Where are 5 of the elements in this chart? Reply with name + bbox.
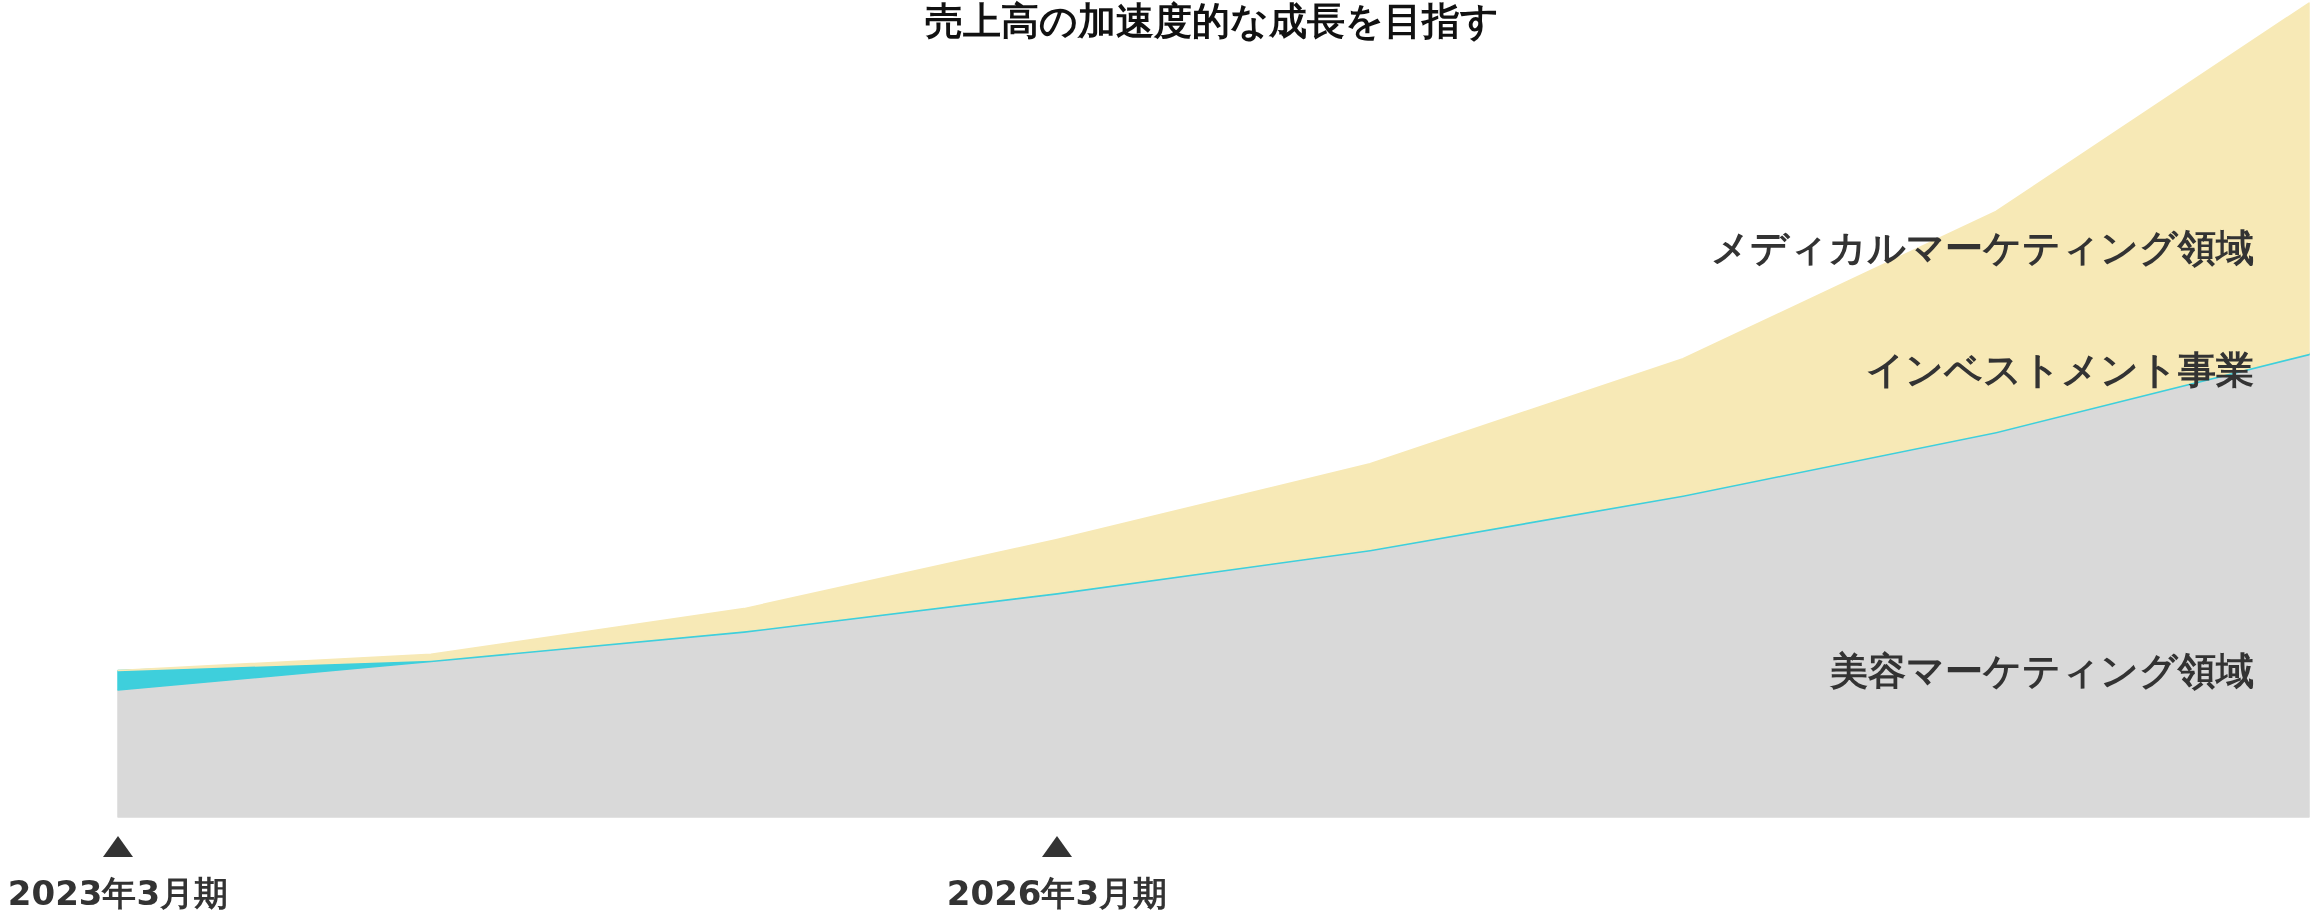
- series-label: メディカルマーケティング領域: [1711, 226, 2254, 271]
- chart-title: 売上高の加速度的な成長を目指す: [925, 0, 1499, 43]
- x-tick-label: 2023年3月期: [7, 873, 229, 912]
- series-label: 美容マーケティング領域: [1829, 649, 2254, 694]
- x-tick-label: 2026年3月期: [946, 873, 1168, 912]
